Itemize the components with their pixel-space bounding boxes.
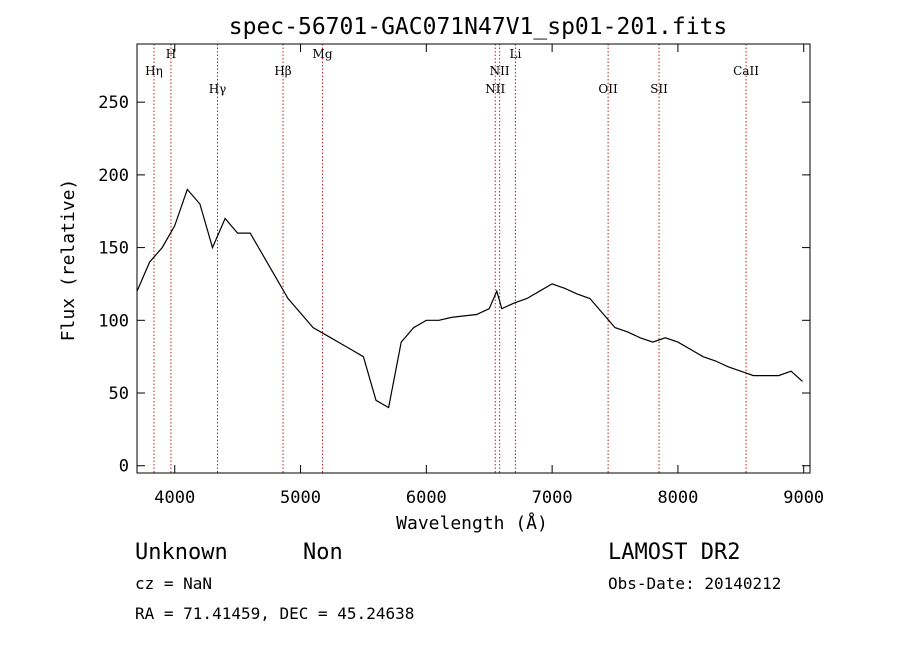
- spectral-line-label: Hβ: [274, 64, 291, 78]
- spectral-line-label: Hγ: [209, 82, 227, 96]
- y-tick-label: 0: [119, 457, 129, 477]
- y-tick-label: 200: [98, 166, 129, 186]
- object-class: Non: [303, 540, 343, 565]
- x-tick-label: 5000: [280, 488, 321, 508]
- plot-frame: [136, 43, 811, 474]
- spectral-line-label: SII: [650, 82, 668, 96]
- y-tick-label: 100: [98, 311, 129, 331]
- y-axis-label: Flux (relative): [58, 179, 79, 342]
- spectral-line-label: OII: [598, 82, 618, 96]
- y-tick-label: 250: [98, 93, 129, 113]
- sky-coordinates: RA = 71.41459, DEC = 45.24638: [135, 604, 414, 623]
- survey-name: LAMOST DR2: [608, 540, 740, 565]
- chart-title: spec-56701-GAC071N47V1_sp01-201.fits: [229, 14, 728, 40]
- spectral-line-label: Hη: [145, 64, 163, 78]
- spectral-line-label: NII: [485, 82, 505, 96]
- spectral-line-markers: HηH Hγ Hβ Mg NII NII Li OII SII CaII: [145, 44, 759, 473]
- spectrum-series: [136, 188, 803, 409]
- redshift-cz: cz = NaN: [135, 574, 212, 593]
- observation-date: Obs-Date: 20140212: [608, 574, 781, 593]
- spectral-line-label: CaII: [733, 64, 759, 78]
- spectrum-line: [136, 188, 803, 409]
- x-axis-label: Wavelength (Å): [396, 512, 548, 534]
- spectral-line-label: Li: [509, 47, 521, 61]
- spectral-line-label: Mg: [313, 47, 333, 61]
- y-tick-label: 150: [98, 239, 129, 259]
- object-name: Unknown: [135, 540, 228, 565]
- y-tick-label: 50: [109, 384, 129, 404]
- y-axis-ticks: 0 50 100 150 200 250: [98, 93, 810, 477]
- x-tick-label: 6000: [406, 488, 447, 508]
- x-tick-label: 9000: [783, 488, 824, 508]
- spectral-line-label: NII: [490, 64, 510, 78]
- x-tick-label: 7000: [532, 488, 573, 508]
- x-tick-label: 8000: [657, 488, 698, 508]
- x-tick-label: 4000: [154, 488, 195, 508]
- spectral-line-label: H: [166, 47, 176, 61]
- x-axis-ticks: 4000 5000 6000 7000 8000 9000: [154, 44, 824, 508]
